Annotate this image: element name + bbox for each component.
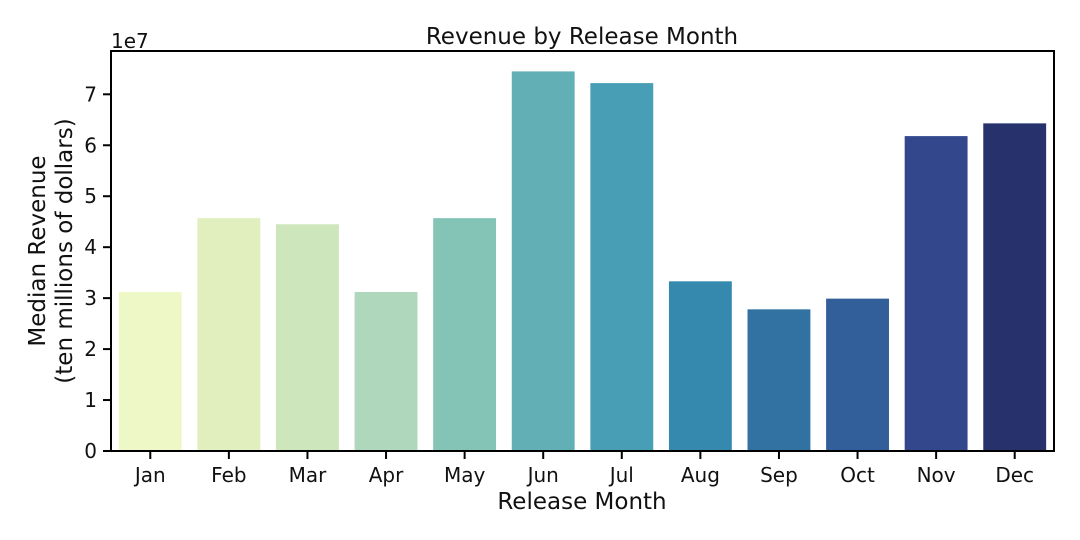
chart-title: Revenue by Release Month — [426, 24, 738, 50]
plot-frame — [110, 50, 1055, 452]
y-tick-label: 3 — [84, 286, 97, 310]
x-tick-label: May — [444, 463, 486, 487]
x-tick-label: Feb — [211, 463, 246, 487]
x-tick-label: Dec — [995, 463, 1034, 487]
x-tick-label: Jul — [608, 463, 634, 487]
x-tick-label: Apr — [369, 463, 404, 487]
y-tick-label: 0 — [84, 439, 97, 463]
bars-group — [118, 71, 1047, 452]
y-axis-label-line1: Median Revenue — [25, 155, 51, 346]
x-tick-label: Jun — [526, 463, 559, 487]
y-tick-label: 4 — [84, 235, 97, 259]
bar-feb — [197, 218, 261, 451]
y-tick-label: 2 — [84, 337, 97, 361]
x-tick-label: Sep — [760, 463, 798, 487]
x-tick-label: Aug — [681, 463, 720, 487]
y-ticks-group: 0 1 2 3 4 5 6 7 — [84, 82, 111, 463]
y-tick-label: 6 — [84, 133, 97, 157]
x-ticks-group: Jan Feb Mar Apr May Jun Jul Aug Sep Oct Nov Dec — [133, 451, 1034, 487]
x-axis-label: Release Month — [497, 489, 666, 515]
bar-aug — [668, 281, 732, 451]
bar-jun — [511, 71, 575, 451]
y-tick-label: 5 — [84, 184, 97, 208]
bar-sep — [747, 309, 811, 451]
bar-apr — [354, 292, 418, 451]
x-tick-label: Jan — [133, 463, 166, 487]
bar-oct — [826, 298, 889, 451]
bar-mar — [276, 224, 339, 451]
y-axis-label-line2: (ten millions of dollars) — [52, 118, 78, 383]
bar-may — [433, 218, 497, 451]
x-tick-label: Nov — [917, 463, 956, 487]
x-tick-label: Mar — [289, 463, 328, 487]
bar-dec — [983, 123, 1047, 452]
y-tick-label: 7 — [84, 82, 97, 106]
bar-jul — [590, 83, 654, 451]
y-axis-offset-label: 1e7 — [111, 29, 149, 53]
bar-nov — [904, 136, 968, 451]
bar-jan — [118, 292, 182, 451]
x-tick-label: Oct — [840, 463, 875, 487]
y-tick-label: 1 — [84, 388, 97, 412]
